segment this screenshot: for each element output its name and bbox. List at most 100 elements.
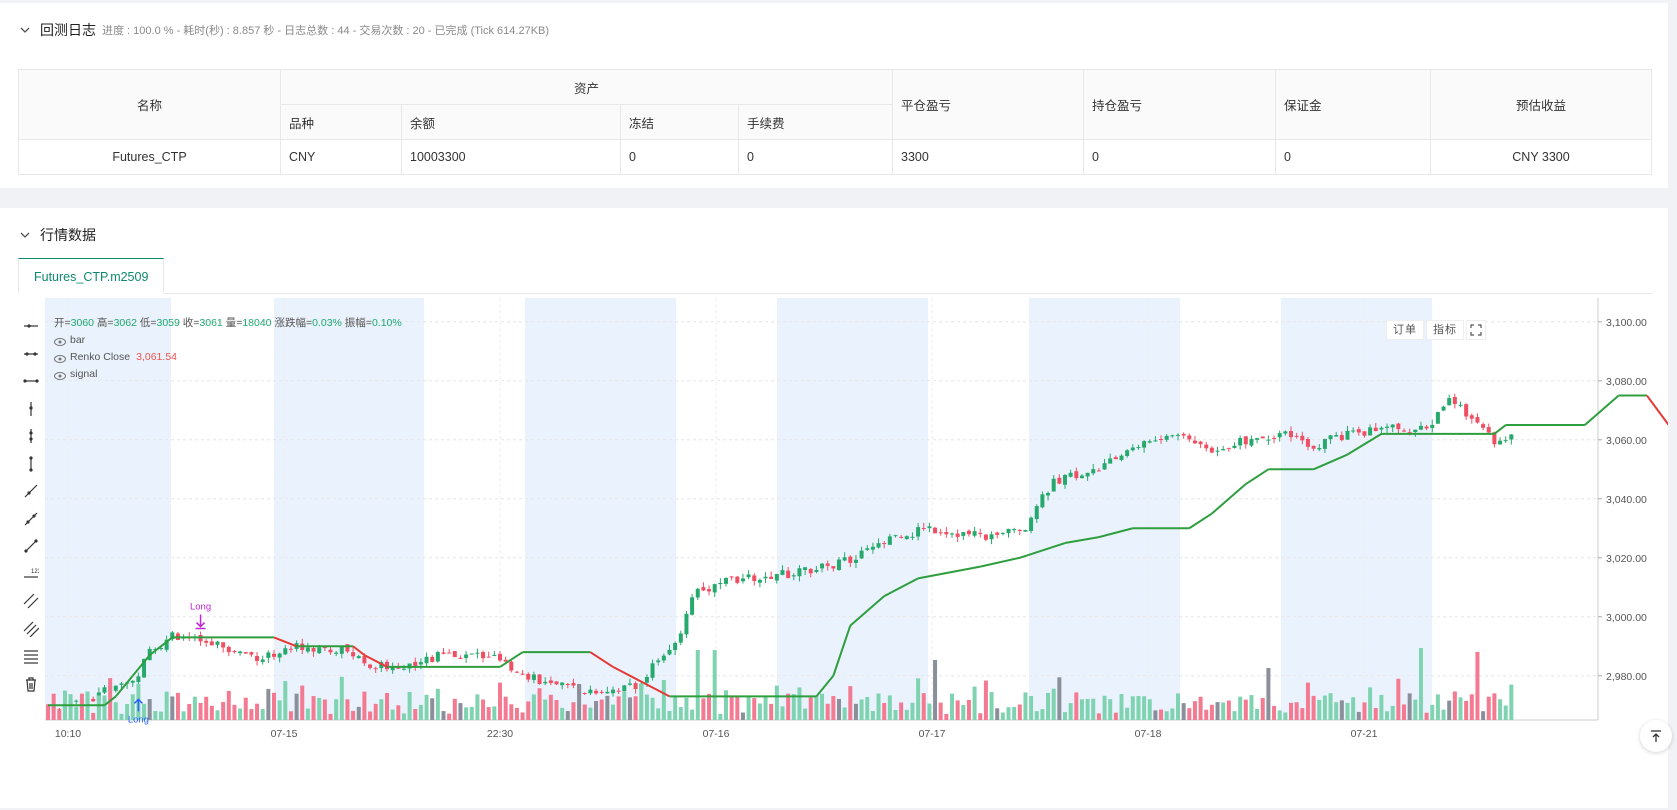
volume-bar	[554, 699, 559, 720]
candle-body	[232, 651, 237, 653]
candle-body	[1260, 436, 1265, 439]
trend-line-icon[interactable]	[21, 536, 41, 556]
volume-bar	[548, 694, 553, 720]
volume-bar	[1447, 700, 1452, 720]
volume-bar	[808, 697, 813, 720]
volume-bar	[79, 693, 84, 720]
volume-bar	[385, 693, 389, 720]
renko-close-line	[917, 565, 981, 580]
volume-bar	[1390, 705, 1395, 720]
candle-body	[328, 649, 333, 653]
tab-futures-ctp-m2509[interactable]: Futures_CTP.m2509	[18, 258, 165, 294]
candle-body	[368, 664, 373, 668]
volume-bar	[633, 696, 638, 720]
renko-close-line	[1646, 394, 1668, 426]
vertical-line-icon[interactable]	[21, 454, 41, 474]
candlestick-chart[interactable]: 3,100.00 3,080.00 3,060.00 3,040.00 3,020.00…	[0, 208, 1668, 808]
candle-body	[1249, 438, 1254, 446]
volume-bar	[266, 688, 271, 720]
trend-ray-icon[interactable]	[21, 481, 41, 501]
trash-icon[interactable]	[21, 674, 41, 694]
chevron-down-icon[interactable]	[18, 228, 32, 242]
volume-bar	[774, 685, 779, 720]
candle-body	[814, 570, 819, 572]
volume-bar	[1452, 691, 1457, 720]
volume-bar	[1012, 706, 1017, 720]
volume-bar	[435, 688, 440, 720]
candle-body	[1368, 427, 1373, 436]
volume-bar	[1255, 708, 1260, 720]
horizontal-segment-icon[interactable]	[21, 344, 41, 364]
market-data-panel: 行情数据 Futures_CTP.m2509 3,100.00 3,080.00 3…	[0, 208, 1668, 808]
volume-bar	[605, 695, 610, 720]
candle-body	[718, 582, 723, 585]
candle-body	[1226, 448, 1231, 450]
candle-body	[1277, 433, 1282, 438]
volume-bar	[1215, 702, 1220, 720]
legend-series-renko[interactable]: Renko Close 3,061.54	[54, 349, 402, 366]
volume-bar	[503, 696, 508, 720]
volume-bar	[870, 711, 875, 720]
volume-bar	[661, 680, 666, 720]
vertical-segment-icon[interactable]	[21, 426, 41, 446]
candle-body	[627, 683, 632, 685]
arrow-up-icon	[1651, 730, 1661, 742]
candle-body	[746, 574, 751, 578]
market-data-header[interactable]: 行情数据	[18, 225, 96, 245]
candle-body	[373, 668, 378, 670]
horizontal-ray-icon[interactable]	[21, 316, 41, 336]
volume-bar	[130, 694, 135, 720]
volume-bar	[260, 708, 265, 720]
candle-body	[345, 644, 350, 652]
volume-bar	[656, 708, 661, 720]
volume-bar	[1322, 695, 1327, 720]
candle-body	[170, 632, 175, 640]
volume-bar	[752, 698, 757, 720]
candle-body	[351, 652, 356, 657]
candle-body	[944, 532, 949, 535]
price-line-icon[interactable]: 123	[21, 564, 41, 584]
eye-icon[interactable]	[54, 336, 66, 346]
back-to-top-button[interactable]	[1640, 720, 1672, 752]
volume-bar	[921, 693, 926, 720]
candle-body	[588, 689, 593, 694]
candle-body	[1068, 472, 1073, 477]
x-tick-label: 07-15	[271, 728, 298, 740]
candle-body	[413, 661, 418, 666]
fibonacci-icon[interactable]	[21, 646, 41, 666]
price-channel-icon[interactable]	[21, 619, 41, 639]
volume-bar	[486, 707, 491, 720]
candle-body	[661, 655, 666, 661]
fullscreen-icon[interactable]	[1466, 320, 1486, 340]
eye-icon[interactable]	[54, 370, 66, 380]
candle-body	[475, 652, 480, 654]
candle-body	[1192, 440, 1197, 444]
candle-body	[1305, 439, 1310, 447]
vertical-ray-icon[interactable]	[21, 399, 41, 419]
indicators-button[interactable]: 指标	[1426, 320, 1464, 340]
legend-series-signal[interactable]: signal	[54, 366, 402, 383]
trend-segment-icon[interactable]	[21, 509, 41, 529]
backtest-log-header[interactable]: 回测日志 进度 : 100.0 % - 耗时(秒) : 8.857 秒 - 日志…	[18, 20, 549, 40]
eye-icon[interactable]	[54, 353, 66, 363]
candle-body	[1390, 424, 1395, 428]
volume-bar	[1266, 668, 1271, 720]
volume-bar	[1057, 677, 1062, 720]
legend-series-bar[interactable]: bar	[54, 332, 402, 349]
orders-button[interactable]: 订单	[1386, 320, 1424, 340]
volume-bar	[1159, 709, 1164, 720]
volume-bar	[345, 699, 350, 720]
volume-bar	[452, 698, 457, 720]
candle-body	[1215, 450, 1220, 452]
candle-body	[526, 673, 531, 680]
candle-body	[1430, 424, 1435, 429]
candle-body	[1187, 435, 1192, 440]
volume-bar	[1006, 707, 1011, 720]
parallel-channel-icon[interactable]	[21, 591, 41, 611]
cell-close-pnl: 3300	[892, 139, 1084, 175]
market-data-title: 行情数据	[40, 227, 96, 243]
horizontal-line-icon[interactable]	[21, 371, 41, 391]
candle-body	[311, 648, 316, 652]
chevron-down-icon[interactable]	[18, 23, 32, 37]
volume-bar	[995, 708, 1000, 720]
